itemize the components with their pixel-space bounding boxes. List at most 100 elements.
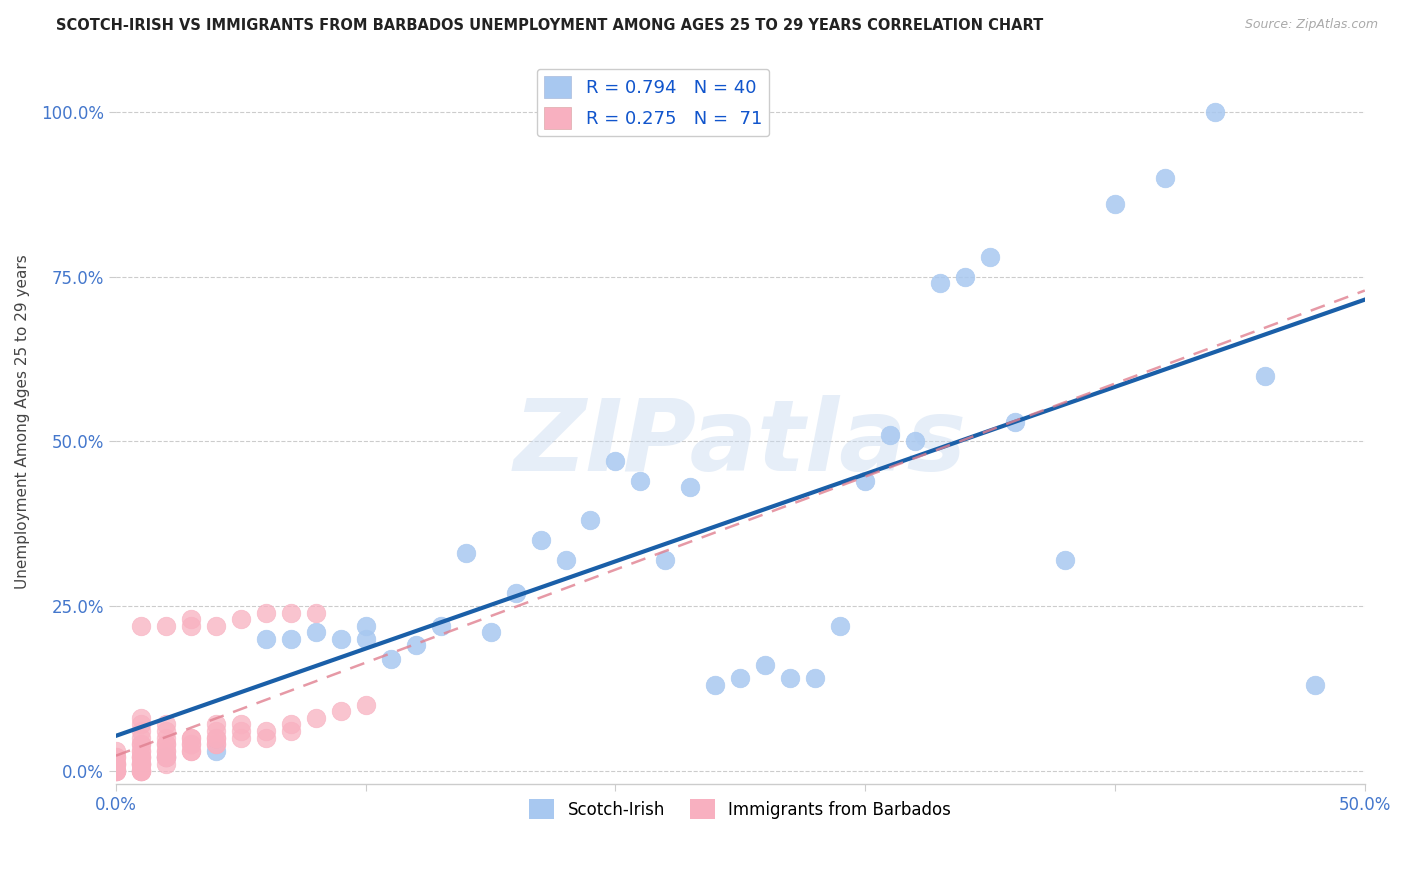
Point bbox=[305, 606, 328, 620]
Point bbox=[104, 750, 127, 764]
Point bbox=[305, 711, 328, 725]
Point bbox=[205, 724, 228, 739]
Point bbox=[1303, 678, 1326, 692]
Point bbox=[229, 724, 252, 739]
Point bbox=[704, 678, 727, 692]
Point bbox=[329, 632, 352, 646]
Point bbox=[155, 750, 177, 764]
Point bbox=[104, 750, 127, 764]
Point bbox=[205, 717, 228, 731]
Point bbox=[630, 474, 652, 488]
Point bbox=[779, 672, 801, 686]
Point bbox=[354, 698, 377, 712]
Point bbox=[354, 632, 377, 646]
Point bbox=[205, 731, 228, 745]
Point bbox=[254, 724, 277, 739]
Point bbox=[129, 737, 152, 751]
Point bbox=[104, 744, 127, 758]
Point bbox=[129, 724, 152, 739]
Text: ZIPatlas: ZIPatlas bbox=[513, 395, 967, 491]
Point bbox=[129, 711, 152, 725]
Point bbox=[554, 553, 576, 567]
Point bbox=[129, 756, 152, 771]
Point bbox=[429, 619, 451, 633]
Point bbox=[830, 619, 852, 633]
Point bbox=[979, 250, 1001, 264]
Point bbox=[380, 651, 402, 665]
Point bbox=[1154, 171, 1177, 186]
Point bbox=[180, 612, 202, 626]
Text: Source: ZipAtlas.com: Source: ZipAtlas.com bbox=[1244, 18, 1378, 31]
Point bbox=[129, 731, 152, 745]
Point bbox=[129, 737, 152, 751]
Point bbox=[180, 731, 202, 745]
Point bbox=[155, 756, 177, 771]
Point bbox=[879, 427, 901, 442]
Point bbox=[929, 277, 952, 291]
Point bbox=[104, 764, 127, 778]
Point bbox=[1254, 368, 1277, 383]
Point bbox=[180, 737, 202, 751]
Point bbox=[155, 737, 177, 751]
Point bbox=[155, 619, 177, 633]
Point bbox=[679, 481, 702, 495]
Point bbox=[505, 586, 527, 600]
Point bbox=[529, 533, 551, 548]
Point bbox=[280, 606, 302, 620]
Point bbox=[129, 756, 152, 771]
Point bbox=[479, 625, 502, 640]
Point bbox=[953, 269, 976, 284]
Point bbox=[205, 737, 228, 751]
Point bbox=[254, 606, 277, 620]
Point bbox=[155, 750, 177, 764]
Point bbox=[305, 625, 328, 640]
Point bbox=[129, 750, 152, 764]
Point bbox=[579, 513, 602, 527]
Point bbox=[405, 639, 427, 653]
Point bbox=[104, 764, 127, 778]
Point bbox=[180, 619, 202, 633]
Point bbox=[329, 704, 352, 718]
Point bbox=[254, 632, 277, 646]
Point bbox=[229, 717, 252, 731]
Point bbox=[155, 744, 177, 758]
Point bbox=[804, 672, 827, 686]
Point bbox=[104, 764, 127, 778]
Point bbox=[129, 756, 152, 771]
Point bbox=[853, 474, 876, 488]
Point bbox=[280, 717, 302, 731]
Point bbox=[1204, 105, 1226, 120]
Point bbox=[904, 434, 927, 449]
Point bbox=[254, 731, 277, 745]
Point bbox=[155, 750, 177, 764]
Point bbox=[180, 737, 202, 751]
Point bbox=[1054, 553, 1077, 567]
Point bbox=[129, 619, 152, 633]
Point bbox=[1104, 197, 1126, 211]
Point bbox=[229, 612, 252, 626]
Point bbox=[180, 744, 202, 758]
Point bbox=[280, 632, 302, 646]
Point bbox=[1004, 415, 1026, 429]
Point bbox=[229, 731, 252, 745]
Point bbox=[129, 756, 152, 771]
Point bbox=[180, 744, 202, 758]
Point bbox=[129, 717, 152, 731]
Point bbox=[129, 750, 152, 764]
Point bbox=[155, 724, 177, 739]
Point bbox=[205, 744, 228, 758]
Legend: Scotch-Irish, Immigrants from Barbados: Scotch-Irish, Immigrants from Barbados bbox=[523, 792, 957, 826]
Point bbox=[205, 619, 228, 633]
Point bbox=[155, 717, 177, 731]
Point bbox=[754, 658, 776, 673]
Point bbox=[155, 731, 177, 745]
Point bbox=[205, 737, 228, 751]
Point bbox=[280, 724, 302, 739]
Point bbox=[354, 619, 377, 633]
Point bbox=[155, 744, 177, 758]
Point bbox=[129, 744, 152, 758]
Point bbox=[605, 454, 627, 468]
Point bbox=[129, 764, 152, 778]
Point bbox=[454, 546, 477, 560]
Point bbox=[155, 737, 177, 751]
